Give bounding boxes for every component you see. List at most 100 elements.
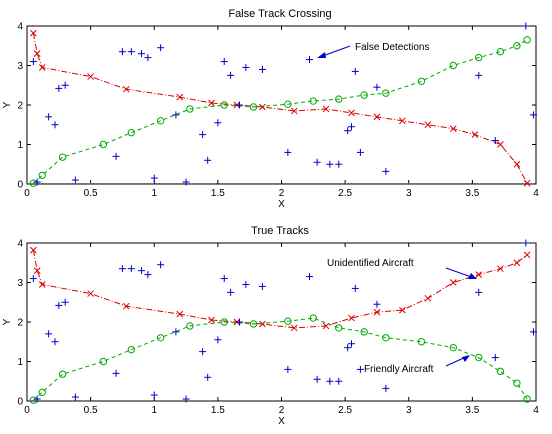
marker-plus [51, 338, 59, 346]
marker-plus [172, 111, 180, 119]
marker-x [87, 73, 94, 80]
marker-plus [182, 395, 190, 403]
marker-circle [156, 117, 165, 125]
marker-circle [186, 105, 194, 113]
y-tick-label: 0 [17, 180, 23, 191]
marker-plus [344, 127, 352, 135]
marker-circle [382, 89, 390, 97]
marker-plus [55, 301, 63, 309]
marker-plus [258, 65, 266, 73]
marker-plus [61, 81, 69, 89]
marker-circle [127, 128, 136, 137]
marker-plus [138, 267, 146, 275]
marker-plus [127, 265, 135, 273]
marker-x [449, 279, 457, 286]
x-tick-label: 1.5 [211, 188, 225, 199]
marker-plus [172, 328, 180, 336]
marker-circle [496, 47, 505, 56]
series-line-0 [32, 33, 528, 184]
marker-x [475, 271, 483, 278]
marker-plus [112, 152, 120, 160]
y-axis-label: Y [2, 318, 13, 325]
marker-x [38, 281, 46, 288]
marker-plus [347, 123, 355, 131]
marker-circle [417, 77, 426, 86]
marker-plus [29, 58, 37, 66]
marker-x [424, 121, 432, 129]
marker-circle [99, 357, 108, 366]
y-tick-label: 0 [17, 397, 23, 408]
marker-x [399, 306, 406, 314]
marker-circle [513, 42, 521, 50]
marker-circle [249, 103, 258, 111]
marker-plus [157, 261, 165, 269]
x-tick-label: 0.5 [84, 188, 98, 199]
marker-x [373, 113, 381, 121]
marker-x [523, 251, 531, 259]
marker-plus [382, 384, 390, 392]
marker-plus [284, 365, 292, 373]
marker-plus [157, 44, 165, 52]
marker-plus [227, 288, 235, 296]
x-tick-label: 4 [533, 188, 539, 199]
series-line-1 [33, 317, 528, 401]
marker-plus [236, 101, 244, 109]
annotation-unidentified-aircraft: Unidentified Aircraft [327, 258, 414, 269]
x-tick-label: 1 [151, 405, 157, 416]
marker-x [523, 179, 531, 187]
marker-x [322, 105, 330, 113]
x-tick-label: 0.5 [84, 405, 98, 416]
marker-circle [449, 61, 457, 70]
plot-area: 0 0.5 1 1.5 2 2.5 3 3.5 4 0 1 2 3 4 X Y [2, 22, 539, 211]
marker-plus [138, 50, 146, 58]
marker-x [424, 294, 432, 302]
marker-plus [522, 22, 530, 30]
marker-plus [284, 148, 292, 156]
marker-x [30, 29, 37, 37]
marker-plus [55, 84, 63, 92]
marker-plus [351, 67, 359, 75]
y-tick-label: 3 [17, 61, 23, 72]
marker-circle [496, 367, 505, 376]
marker-x [176, 310, 184, 318]
marker-plus [118, 48, 126, 56]
x-tick-label: 2 [279, 405, 285, 416]
marker-plus [61, 298, 69, 306]
annotation-arrowhead-unidentified-aircraft [468, 273, 477, 279]
marker-circle [382, 334, 390, 342]
marker-plus [127, 48, 135, 56]
marker-x [497, 141, 504, 148]
marker-plus [214, 336, 222, 344]
marker-circle [309, 314, 318, 322]
marker-plus [373, 83, 381, 91]
marker-plus [242, 63, 250, 71]
marker-x [176, 93, 184, 101]
marker-circle [249, 320, 258, 328]
marker-plus [33, 395, 41, 403]
marker-plus [529, 111, 537, 119]
x-tick-label: 2 [279, 188, 285, 199]
marker-x [259, 320, 266, 328]
annotation-arrowhead-friendly-aircraft [462, 355, 470, 362]
marker-circle [156, 334, 165, 342]
marker-x [122, 302, 130, 310]
series-line-1 [33, 39, 528, 184]
marker-x [449, 125, 457, 133]
marker-circle [186, 322, 194, 330]
plot-area: 0 0.5 1 1.5 2 2.5 3 3.5 4 0 1 2 3 4 X Y [2, 239, 539, 428]
x-tick-label: 2.5 [338, 188, 352, 199]
marker-x [208, 99, 215, 107]
marker-plus [45, 330, 53, 338]
x-axis-label: X [278, 416, 285, 427]
marker-plus [344, 344, 352, 352]
marker-plus [150, 174, 158, 182]
marker-plus [351, 284, 359, 292]
marker-circle [127, 345, 136, 354]
marker-x [399, 117, 406, 125]
marker-x [259, 103, 266, 111]
marker-plus [305, 273, 313, 281]
marker-circle [99, 140, 108, 149]
marker-plus [112, 369, 120, 377]
marker-plus [144, 271, 152, 279]
y-tick-label: 3 [17, 278, 23, 289]
